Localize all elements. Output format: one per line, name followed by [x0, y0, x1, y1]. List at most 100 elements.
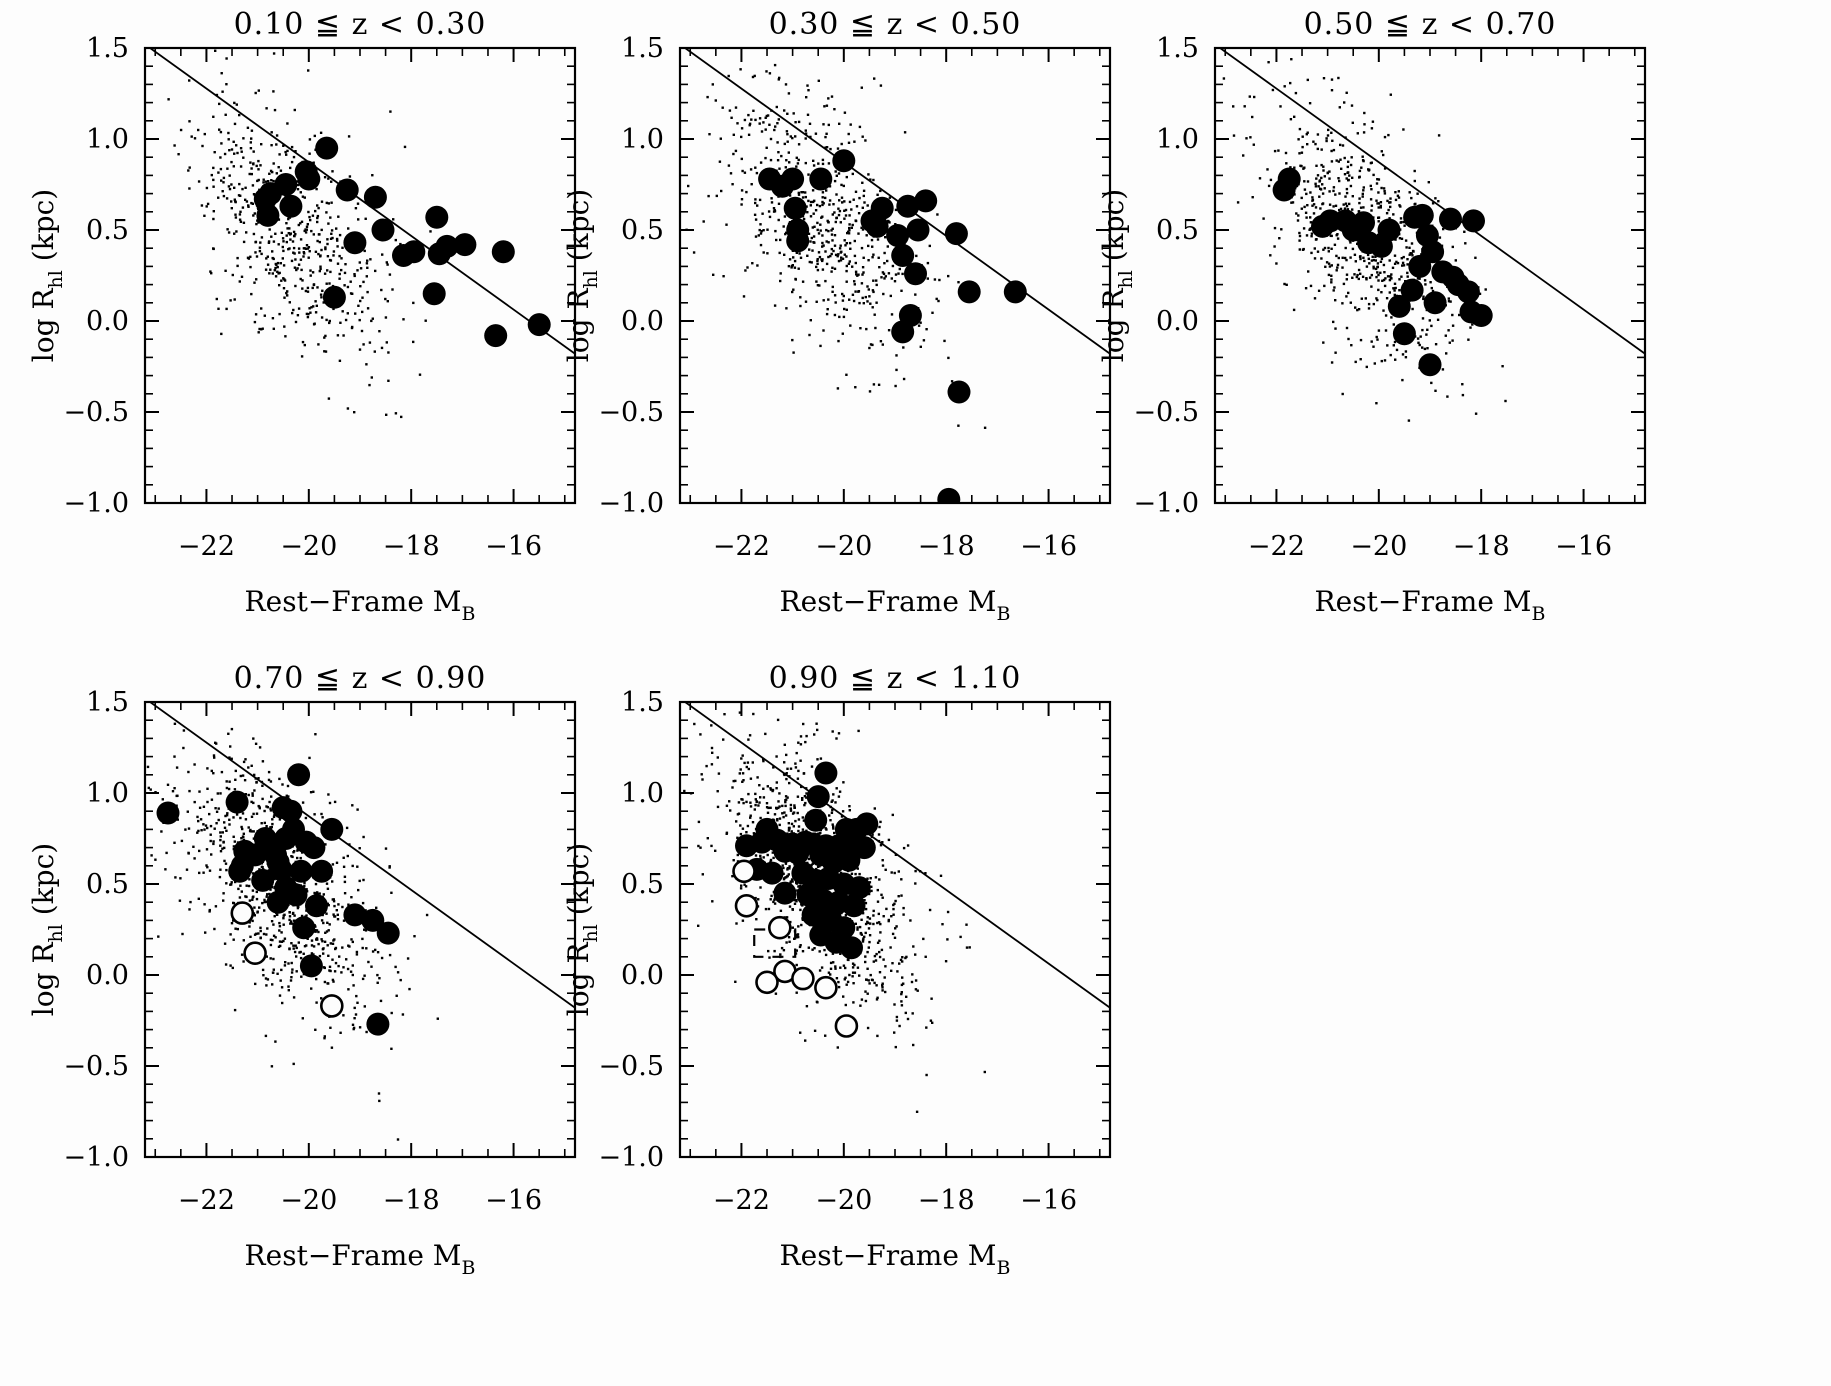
y-tick-label: 0.0	[1156, 306, 1199, 337]
background-dot	[873, 954, 877, 958]
background-dot	[833, 313, 837, 317]
data-point-filled	[284, 883, 308, 907]
background-dot	[1358, 176, 1361, 179]
background-dot	[1249, 136, 1252, 139]
background-dot	[319, 293, 323, 296]
background-dot	[257, 178, 260, 182]
background-dot	[238, 218, 242, 221]
background-dot	[376, 981, 379, 984]
background-dot	[230, 922, 234, 925]
background-dot	[285, 234, 288, 237]
background-dot	[1321, 192, 1325, 195]
background-dot	[838, 209, 842, 213]
background-dot	[412, 340, 415, 344]
data-point-filled	[806, 785, 830, 809]
background-dot	[1389, 205, 1392, 209]
background-dot	[864, 931, 867, 935]
background-dot	[348, 175, 352, 178]
background-dot	[793, 863, 796, 866]
background-dot	[303, 343, 306, 347]
background-dot	[189, 900, 192, 904]
background-dot	[308, 756, 311, 760]
background-dot	[1338, 208, 1341, 212]
background-dot	[1377, 220, 1380, 223]
background-dot	[1394, 286, 1397, 290]
background-dot	[1394, 238, 1397, 241]
background-dot	[739, 832, 743, 836]
background-dot	[281, 783, 284, 786]
background-dot	[351, 1023, 355, 1026]
background-dot	[354, 312, 357, 315]
background-dot	[219, 156, 222, 159]
background-dot	[832, 203, 835, 206]
background-dot	[853, 239, 856, 243]
background-dot	[1461, 393, 1465, 397]
background-dot	[1396, 194, 1400, 197]
background-dot	[880, 948, 884, 952]
background-dot	[867, 244, 870, 248]
background-dot	[769, 858, 773, 862]
background-dot	[870, 889, 873, 893]
background-dot	[1345, 278, 1348, 281]
background-dot	[329, 216, 332, 219]
background-dot	[1404, 350, 1408, 353]
background-dot	[174, 876, 177, 879]
background-dot	[788, 867, 791, 870]
background-dot	[244, 793, 247, 796]
background-dot	[265, 933, 268, 936]
background-dot	[173, 787, 176, 790]
background-dot	[725, 223, 728, 226]
background-dot	[879, 189, 882, 193]
background-dot	[316, 214, 320, 218]
background-dot	[1330, 78, 1334, 81]
panel-title: 0.70 ≦ z < 0.90	[234, 661, 487, 696]
axis-ticks	[680, 701, 1110, 1158]
background-dot	[251, 919, 254, 923]
background-dot	[1337, 76, 1340, 80]
reference-line	[148, 702, 575, 1009]
background-dot	[862, 937, 865, 940]
background-dot	[283, 296, 286, 299]
background-dot	[325, 211, 328, 214]
background-dot	[361, 977, 365, 981]
background-dot	[203, 132, 206, 136]
background-dot	[356, 269, 359, 272]
background-dot	[225, 882, 228, 885]
background-dot	[852, 198, 855, 201]
background-dot	[255, 255, 259, 258]
background-dot	[850, 872, 854, 875]
background-dot	[1461, 383, 1464, 386]
background-dot	[1328, 265, 1332, 268]
background-dot	[926, 261, 930, 265]
background-dot	[394, 965, 397, 969]
background-dot	[233, 1008, 237, 1012]
background-dot	[351, 325, 354, 329]
background-dot	[1434, 343, 1438, 346]
background-dot	[768, 956, 771, 959]
background-dot	[308, 138, 312, 141]
background-dot	[292, 251, 295, 254]
background-dot	[893, 1003, 896, 1006]
background-dot	[1458, 313, 1461, 317]
background-dot	[330, 232, 333, 235]
background-dot	[873, 313, 876, 316]
background-dot	[919, 345, 922, 348]
background-dot	[749, 814, 752, 817]
background-dot	[1380, 257, 1384, 261]
background-dot	[757, 898, 760, 901]
background-dot	[315, 929, 319, 932]
background-dot	[258, 807, 261, 810]
background-dot	[871, 833, 874, 836]
background-dot	[773, 209, 776, 212]
y-axis-label-main: log R	[1097, 288, 1130, 363]
background-dot	[295, 946, 298, 950]
background-dot	[1335, 269, 1338, 272]
background-dot	[815, 265, 818, 269]
background-dot	[245, 884, 248, 887]
background-dot	[797, 935, 800, 939]
background-dot	[1293, 115, 1296, 118]
background-dot	[795, 949, 798, 952]
background-dot	[828, 185, 832, 188]
background-dot	[1266, 168, 1269, 171]
background-dot	[740, 198, 744, 201]
